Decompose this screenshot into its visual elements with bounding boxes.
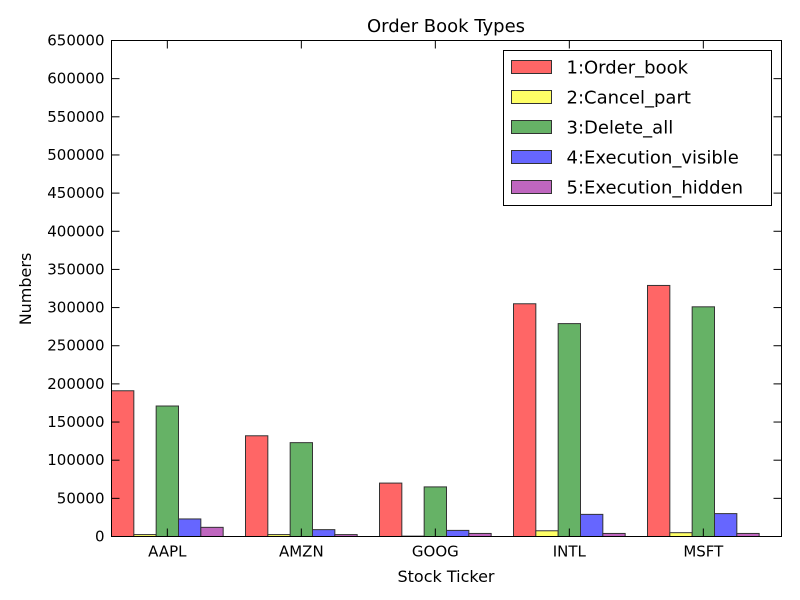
legend-label-4: 4:Execution_visible <box>567 148 739 169</box>
y-tick-label: 100000 <box>47 451 104 469</box>
bar-goog-series-1 <box>379 482 403 538</box>
y-tick-label: 500000 <box>47 146 104 164</box>
y-tick-label: 400000 <box>47 222 104 240</box>
legend-swatch-1 <box>511 60 552 74</box>
y-tick-label: 200000 <box>47 375 104 393</box>
x-tick-label: AMZN <box>279 543 324 561</box>
bars-layer <box>111 284 760 538</box>
bar-aapl-series-3 <box>155 405 180 538</box>
y-axis-title: Numbers <box>16 253 35 326</box>
legend-swatch-3 <box>511 120 552 134</box>
x-tick-label: MSFT <box>683 543 724 561</box>
bar-msft-series-1 <box>647 284 671 537</box>
bar-intl-series-4 <box>580 513 604 538</box>
x-axis-ticks: AAPL AMZN GOOG INTL MSFT <box>148 40 724 561</box>
legend-label-3: 3:Delete_all <box>567 118 674 139</box>
y-tick-label: 150000 <box>47 413 104 431</box>
y-tick-label: 300000 <box>47 299 104 317</box>
x-tick-label: INTL <box>553 543 587 561</box>
bar-aapl-series-5 <box>200 526 224 538</box>
y-tick-label: 350000 <box>47 260 104 278</box>
bar-amzn-series-3 <box>289 442 313 537</box>
bar-amzn-series-4 <box>312 529 336 538</box>
bar-intl-series-3 <box>557 323 582 537</box>
bar-intl-series-1 <box>513 303 537 537</box>
chart-title: Order Book Types <box>367 16 525 37</box>
x-axis-title: Stock Ticker <box>397 567 494 586</box>
bar-aapl-series-4 <box>178 518 202 537</box>
legend-swatch-5 <box>511 180 552 194</box>
bar-amzn-series-1 <box>245 435 269 537</box>
y-tick-label: 0 <box>95 528 105 546</box>
bar-intl-series-2 <box>535 530 559 537</box>
x-tick-label: AAPL <box>148 543 187 561</box>
bar-msft-series-4 <box>714 513 738 537</box>
y-tick-label: 50000 <box>57 489 105 507</box>
y-tick-label: 450000 <box>47 184 104 202</box>
legend-label-2: 2:Cancel_part <box>567 88 691 109</box>
y-tick-label: 250000 <box>47 337 104 355</box>
legend-swatch-2 <box>511 90 552 104</box>
bar-goog-series-4 <box>446 529 470 538</box>
bar-msft-series-2 <box>669 532 693 538</box>
y-tick-label: 650000 <box>47 32 104 50</box>
y-axis-ticks: 0 50000 100000 150000 200000 250000 300000 3500… <box>47 32 782 546</box>
legend-label-1: 1:Order_book <box>567 58 689 79</box>
legend-label-5: 5:Execution_hidden <box>567 178 744 199</box>
plot-frame <box>111 40 782 537</box>
legend-swatch-4 <box>511 150 552 164</box>
x-tick-label: GOOG <box>412 543 459 561</box>
y-tick-label: 600000 <box>47 70 104 88</box>
y-tick-label: 550000 <box>47 108 104 126</box>
bar-msft-series-3 <box>691 306 716 537</box>
legend: 1:Order_book 2:Cancel_part 3:Delete_all 4:E… <box>503 50 772 206</box>
bar-aapl-series-1 <box>111 390 135 538</box>
